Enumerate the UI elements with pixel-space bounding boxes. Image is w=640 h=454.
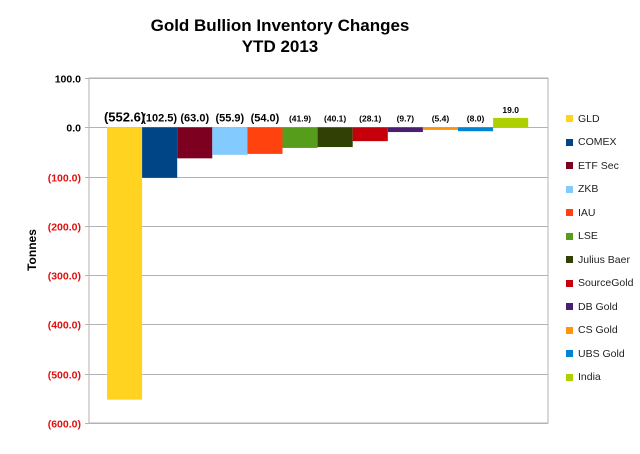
legend-swatch (566, 185, 573, 193)
bar-lse (282, 127, 318, 148)
legend-label: SourceGold (578, 277, 634, 290)
legend-label: UBS Gold (578, 347, 625, 360)
legend-swatch (566, 209, 573, 217)
legend-item: LSE (566, 225, 633, 249)
data-label: (54.0) (251, 112, 280, 124)
y-tick-label: (200.0) (48, 222, 81, 234)
legend-label: Julius Baer (578, 253, 630, 266)
bar-india (493, 117, 529, 128)
y-tick-label: 100.0 (55, 74, 81, 86)
data-label: (8.0) (467, 113, 485, 123)
bar-comex (142, 127, 178, 178)
bar-cs-gold (422, 127, 458, 130)
data-label: 19.0 (502, 105, 519, 115)
legend-label: ZKB (578, 183, 599, 196)
legend-item: Julius Baer (566, 248, 633, 272)
bar-iau (247, 127, 283, 154)
legend-item: GLD (566, 107, 633, 131)
legend-item: ZKB (566, 178, 633, 202)
y-tick-label: (600.0) (48, 419, 81, 431)
legend-item: SourceGold (566, 272, 633, 296)
legend-item: UBS Gold (566, 342, 633, 366)
legend-label: IAU (578, 206, 596, 219)
data-label: (552.6) (104, 109, 145, 124)
legend-swatch (566, 279, 573, 287)
bar-gld (107, 127, 143, 400)
legend-label: LSE (578, 230, 598, 243)
legend-label: CS Gold (578, 324, 618, 337)
bar-julius-baer (317, 127, 353, 148)
data-label: (102.5) (142, 112, 177, 124)
legend-item: COMEX (566, 131, 633, 155)
data-label: (5.4) (432, 113, 450, 123)
bar-zkb (212, 127, 248, 155)
legend-item: IAU (566, 201, 633, 225)
legend-swatch (566, 256, 573, 264)
y-tick-label: 0.0 (66, 123, 81, 135)
y-tick-label: (400.0) (48, 320, 81, 332)
bar-ubs-gold (458, 127, 494, 132)
bar-etf-sec (177, 127, 213, 159)
legend-swatch (566, 373, 573, 381)
legend-swatch (566, 232, 573, 240)
data-label: (28.1) (359, 113, 381, 123)
y-tick-label: (300.0) (48, 271, 81, 283)
legend-item: CS Gold (566, 319, 633, 343)
legend-swatch (566, 326, 573, 334)
legend-item: DB Gold (566, 295, 633, 319)
legend-item: India (566, 366, 633, 390)
y-tick-label: (100.0) (48, 173, 81, 185)
chart-title: Gold Bullion Inventory Changes (150, 16, 410, 35)
legend-swatch (566, 350, 573, 358)
legend-swatch (566, 138, 573, 146)
data-label: (40.1) (324, 113, 346, 123)
legend-label: GLD (578, 112, 600, 125)
legend-label: India (578, 371, 601, 384)
legend: GLD COMEX ETF Sec ZKB IAU LSE Julius Baer Sourc… (566, 107, 633, 389)
bar-sourcegold (352, 127, 388, 142)
legend-label: DB Gold (578, 300, 618, 313)
data-label: (55.9) (215, 112, 244, 124)
legend-swatch (566, 115, 573, 123)
legend-swatch (566, 162, 573, 170)
bar-db-gold (387, 127, 423, 133)
legend-swatch (566, 303, 573, 311)
y-axis-label: Tonnes (25, 229, 39, 271)
chart-subtitle: YTD 2013 (241, 37, 319, 56)
legend-label: ETF Sec (578, 159, 619, 172)
legend-label: COMEX (578, 136, 617, 149)
y-tick-label: (500.0) (48, 370, 81, 382)
data-label: (9.7) (397, 113, 415, 123)
data-label: (63.0) (180, 112, 209, 124)
data-label: (41.9) (289, 113, 311, 123)
legend-item: ETF Sec (566, 154, 633, 178)
